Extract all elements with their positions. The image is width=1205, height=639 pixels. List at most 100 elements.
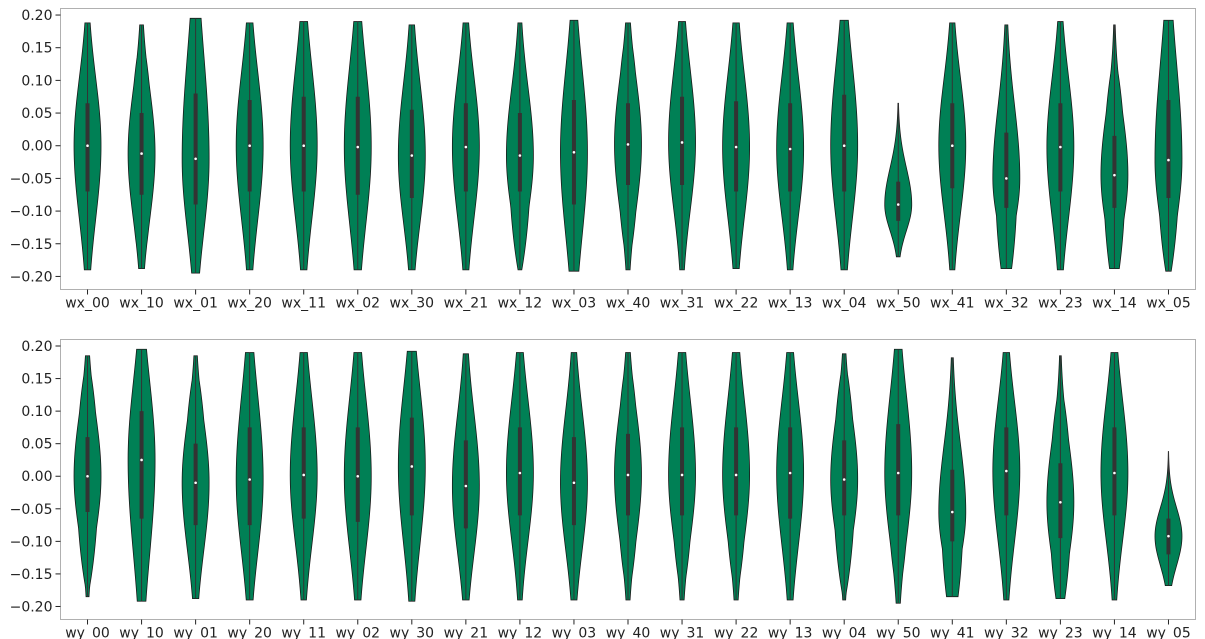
x-tick-label: wx_13 xyxy=(768,296,813,312)
median-dot xyxy=(1113,173,1116,177)
violins-wy xyxy=(73,348,1183,604)
median-dot xyxy=(788,147,792,151)
x-tick-label: wy_23 xyxy=(1038,626,1083,639)
median-dot xyxy=(1167,534,1170,538)
violin-wx_14 xyxy=(1100,24,1129,269)
median-dot xyxy=(140,152,143,155)
median-dot xyxy=(680,473,684,477)
median-dot xyxy=(896,471,900,475)
x-tick-label: wy_00 xyxy=(65,626,110,639)
x-tick-label: wy_13 xyxy=(768,626,813,639)
y-tick-label: 0.15 xyxy=(21,372,52,388)
x-tick-label: wy_31 xyxy=(660,626,705,639)
x-tick-label: wx_04 xyxy=(822,296,867,312)
y-tick-label: 0.00 xyxy=(21,469,52,485)
x-tick-label: wy_30 xyxy=(390,626,435,639)
x-tick-label: wx_30 xyxy=(390,296,435,312)
median-dot xyxy=(626,473,630,477)
x-tick-label: wx_03 xyxy=(552,296,597,312)
violin-chart-wy: −0.20 −0.15 −0.10 −0.05 0.00 0.05 0.10 0.15 0.20… xyxy=(10,339,1196,639)
median-dot xyxy=(1059,145,1062,149)
x-tick-label: wx_31 xyxy=(660,296,705,312)
x-tick-label: wx_14 xyxy=(1092,296,1137,312)
median-dot xyxy=(464,145,468,149)
violin-chart-wx: −0.20 −0.15 −0.10 −0.05 0.00 0.05 0.10 0.15 0.20… xyxy=(10,8,1196,312)
violin-wx_41 xyxy=(938,22,967,271)
y-tick-label: −0.05 xyxy=(10,171,53,187)
y-tick-label: −0.10 xyxy=(10,204,53,220)
median-dot xyxy=(1005,177,1008,180)
violin-wx_40 xyxy=(614,22,642,271)
x-tick-label: wy_22 xyxy=(714,626,759,639)
median-dot xyxy=(734,145,738,149)
median-dot xyxy=(842,478,846,481)
violin-wx_11 xyxy=(289,21,318,271)
median-dot xyxy=(140,458,143,462)
x-tick-label: wy_50 xyxy=(876,626,921,639)
x-tick-label: wy_21 xyxy=(444,626,489,639)
y-tick-label: −0.15 xyxy=(10,237,53,253)
violin-wy_03 xyxy=(560,352,588,601)
violin-wy_20 xyxy=(235,352,264,601)
violin-wx_05 xyxy=(1154,19,1183,272)
x-tick-label: wx_21 xyxy=(444,296,489,312)
violin-wy_02 xyxy=(343,352,372,601)
x-tick-label: wy_40 xyxy=(606,626,651,639)
median-dot xyxy=(302,473,306,477)
x-tick-label: wx_11 xyxy=(281,296,326,312)
median-dot xyxy=(248,478,251,481)
violin-wx_31 xyxy=(668,21,696,271)
median-dot xyxy=(248,144,251,148)
violin-wx_50 xyxy=(884,102,913,258)
violin-wy_23 xyxy=(1046,355,1075,600)
x-tick-label: wx_10 xyxy=(119,296,164,312)
x-tick-label: wy_05 xyxy=(1146,626,1191,639)
median-dot xyxy=(356,145,360,149)
x-tick-label: wy_32 xyxy=(984,626,1029,639)
violin-wy_10 xyxy=(127,348,156,602)
median-dot xyxy=(950,510,954,514)
median-dot xyxy=(410,465,414,468)
x-tick-label: wx_50 xyxy=(876,296,921,312)
x-tick-label: wx_32 xyxy=(984,296,1029,312)
y-tick-label: 0.20 xyxy=(21,8,52,24)
x-tick-label: wx_00 xyxy=(65,296,110,312)
x-tick-label: wx_05 xyxy=(1146,296,1191,312)
y-tick-label: 0.00 xyxy=(21,139,52,155)
y-tick-label: 0.10 xyxy=(21,73,52,89)
violin-wy_31 xyxy=(668,352,696,601)
median-dot xyxy=(896,203,900,206)
y-tick-label: 0.05 xyxy=(21,437,52,453)
violin-wx_01 xyxy=(181,17,210,274)
x-tick-label: wx_12 xyxy=(498,296,543,312)
violin-wx_30 xyxy=(397,24,426,271)
y-tick-label: −0.10 xyxy=(10,534,53,550)
y-tick-label: −0.15 xyxy=(10,567,53,583)
violin-wy_01 xyxy=(181,355,210,600)
median-dot xyxy=(950,144,954,148)
y-tick-label: 0.05 xyxy=(21,106,52,122)
violin-wy_32 xyxy=(992,352,1021,601)
violin-wx_10 xyxy=(127,24,156,269)
violin-wy_30 xyxy=(397,350,426,602)
x-tick-label: wy_11 xyxy=(281,626,326,639)
median-dot xyxy=(410,154,414,157)
violins-wx xyxy=(73,17,1183,274)
median-dot xyxy=(518,471,522,475)
median-dot xyxy=(86,144,89,148)
x-tick-label: wy_12 xyxy=(498,626,543,639)
violin-wx_02 xyxy=(343,21,372,271)
violin-wx_00 xyxy=(73,22,102,271)
median-dot xyxy=(464,484,468,488)
violin-wy_11 xyxy=(289,352,318,601)
violin-wy_00 xyxy=(73,355,102,598)
y-tick-label: 0.10 xyxy=(21,404,52,420)
violin-wy_05 xyxy=(1154,451,1183,587)
median-dot xyxy=(734,473,738,477)
x-tick-label: wy_10 xyxy=(119,626,164,639)
violin-wx_13 xyxy=(776,22,805,271)
x-tick-label: wx_41 xyxy=(930,296,975,312)
x-tick-label: wy_04 xyxy=(822,626,867,639)
violin-wx_12 xyxy=(505,22,534,271)
violin-wx_03 xyxy=(560,19,588,272)
